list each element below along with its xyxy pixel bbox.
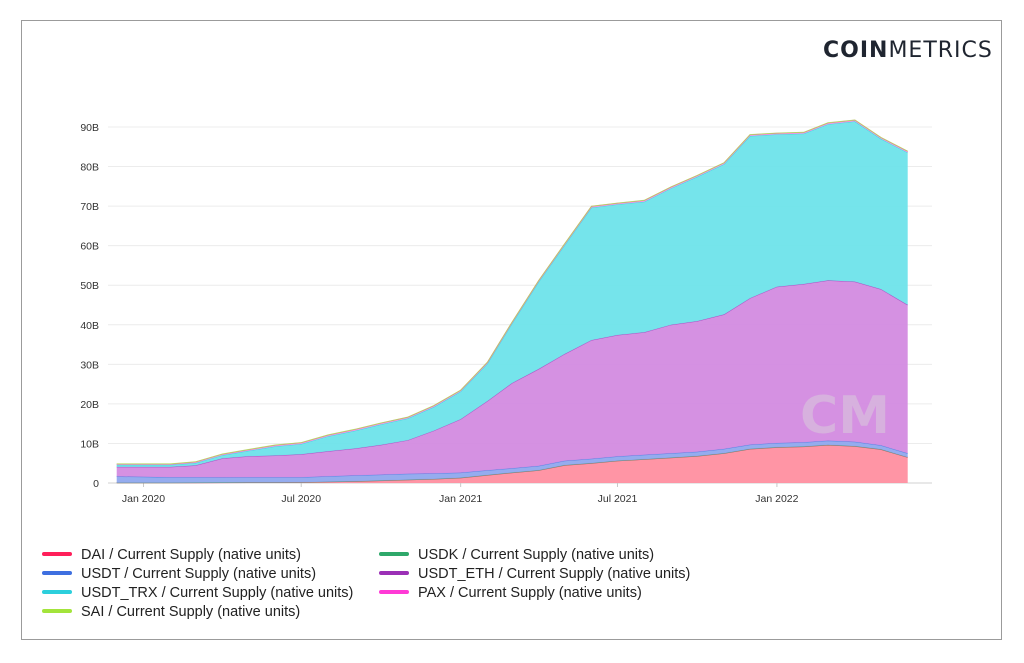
y-tick-label: 10B	[80, 438, 99, 450]
y-tick-label: 70B	[80, 201, 99, 213]
y-tick-label: 0	[93, 478, 99, 490]
x-tick-label: Jul 2020	[281, 493, 321, 505]
legend-item[interactable]: USDK / Current Supply (native units)	[379, 546, 654, 565]
series-area-3	[116, 280, 908, 478]
y-tick-label: 90B	[80, 122, 99, 134]
legend-label: USDT_TRX / Current Supply (native units)	[81, 585, 354, 601]
legend-item[interactable]: USDT_TRX / Current Supply (native units)	[42, 584, 353, 603]
logo-light-text: METRICS	[888, 38, 993, 63]
logo-bold-text: COIN	[823, 38, 889, 63]
y-tick-label: 40B	[80, 320, 99, 332]
series-area-4	[116, 121, 908, 467]
legend-label: USDT / Current Supply (native units)	[81, 566, 317, 582]
series-area-2	[116, 440, 908, 483]
legend-label: PAX / Current Supply (native units)	[418, 585, 642, 601]
legend-item[interactable]: DAI / Current Supply (native units)	[42, 546, 301, 565]
legend-swatch	[379, 590, 409, 595]
y-tick-label: 30B	[80, 359, 99, 371]
y-tick-label: 60B	[80, 241, 99, 253]
y-tick-label: 80B	[80, 162, 99, 174]
legend-swatch	[379, 552, 409, 557]
legend-item[interactable]: SAI / Current Supply (native units)	[42, 603, 300, 622]
legend-item[interactable]: PAX / Current Supply (native units)	[379, 584, 642, 603]
watermark-cm: CM	[800, 386, 890, 446]
legend-swatch	[42, 571, 72, 576]
legend-label: USDK / Current Supply (native units)	[418, 547, 655, 563]
series-area-0	[116, 445, 908, 483]
series-line-6	[116, 119, 908, 465]
x-tick-label: Jan 2022	[755, 493, 798, 505]
legend-swatch	[42, 609, 72, 614]
coinmetrics-logo: COINMETRICS	[823, 38, 993, 63]
y-tick-label: 20B	[80, 399, 99, 411]
legend-label: SAI / Current Supply (native units)	[81, 604, 301, 620]
x-tick-label: Jan 2020	[122, 493, 165, 505]
legend-label: USDT_ETH / Current Supply (native units)	[418, 566, 691, 582]
legend-item[interactable]: USDT_ETH / Current Supply (native units)	[379, 565, 690, 584]
y-tick-label: 50B	[80, 280, 99, 292]
legend-swatch	[379, 571, 409, 576]
legend-label: DAI / Current Supply (native units)	[81, 547, 302, 563]
legend-swatch	[42, 552, 72, 557]
legend-swatch	[42, 590, 72, 595]
x-tick-label: Jul 2021	[598, 493, 638, 505]
x-tick-label: Jan 2021	[439, 493, 482, 505]
series-areas	[116, 119, 908, 484]
legend-item[interactable]: USDT / Current Supply (native units)	[42, 565, 316, 584]
